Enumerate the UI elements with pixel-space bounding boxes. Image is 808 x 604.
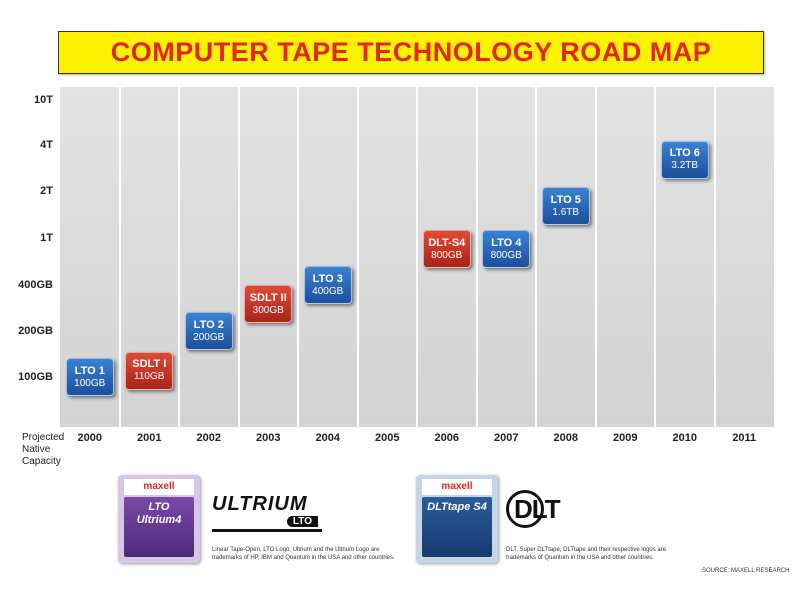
cartridge-label: LTO Ultrium4	[124, 497, 194, 557]
y-tick-label: 2T	[40, 185, 53, 197]
cartridge-model-2: Ultrium4	[136, 514, 182, 526]
grid-line	[475, 87, 478, 427]
lto-trademark-notice: Linear Tape-Open, LTO Logo, Ultrium and …	[212, 547, 395, 561]
y-tick-label: 4T	[40, 139, 53, 151]
x-tick-label: 2007	[494, 432, 519, 444]
x-tick-label: 2004	[315, 432, 340, 444]
grid-line	[654, 87, 656, 427]
data-point-lto: LTO 4 800GB	[482, 230, 531, 269]
data-point-dlt: DLT-S4 800GB	[422, 230, 471, 269]
data-point-capacity: 200GB	[193, 331, 225, 343]
ultrium-lto-logo: ULTRIUM LTO	[212, 493, 322, 532]
x-axis-label: Projected Native Capacity	[22, 432, 65, 467]
y-tick-label: 100GB	[18, 371, 53, 383]
grid-line	[118, 87, 121, 427]
y-tick-label: 10T	[34, 94, 53, 106]
grid-line	[178, 87, 180, 427]
dlt-logo-word: DLT	[514, 494, 561, 524]
y-tick-label: 1T	[40, 232, 53, 244]
data-point-label: LTO 3	[312, 272, 343, 285]
data-point-label: DLT-S4	[428, 236, 466, 249]
data-point-label: LTO 1	[74, 364, 105, 377]
cartridge-model: LTO	[148, 501, 170, 513]
x-tick-label: 2005	[375, 432, 400, 444]
x-tick-label: 2010	[672, 432, 697, 444]
grid-line	[416, 87, 418, 427]
data-point-capacity: 400GB	[312, 285, 344, 297]
cartridge-label: DLTtape S4	[422, 497, 492, 557]
x-tick-label: 2009	[613, 432, 638, 444]
data-point-label: LTO 2	[193, 318, 224, 331]
data-point-capacity: 3.2TB	[671, 160, 699, 172]
x-tick-label: 2003	[256, 432, 281, 444]
y-tick-label: 200GB	[18, 325, 53, 337]
data-point-label: SDLT I	[132, 358, 167, 371]
x-tick-label: 2002	[196, 432, 221, 444]
data-point-capacity: 800GB	[431, 249, 463, 261]
data-point-label: LTO 4	[491, 236, 522, 249]
data-point-capacity: 800GB	[490, 249, 522, 261]
x-tick-label: 2001	[137, 432, 162, 444]
data-point-capacity: 100GB	[74, 377, 106, 389]
data-point-capacity: 110GB	[134, 371, 165, 383]
data-point-capacity: 300GB	[252, 304, 284, 316]
grid-line	[297, 87, 299, 427]
data-point-capacity: 1.6TB	[552, 206, 580, 218]
cartridge-brand: maxell	[422, 479, 492, 495]
x-tick-label: 2008	[553, 432, 578, 444]
grid-line	[594, 87, 597, 427]
cartridge-brand: maxell	[124, 479, 194, 495]
dlt-logo-circle	[506, 490, 544, 528]
data-point-lto: LTO 1 100GB	[65, 358, 114, 396]
dlt-logo: DLT	[506, 490, 580, 532]
data-point-label: LTO 5	[550, 193, 581, 206]
dlt-trademark-notice: DLT, Super DLTtape, DLTtape and their re…	[506, 547, 667, 561]
data-point-dlt: SDLT I 110GB	[125, 351, 174, 390]
grid-line	[535, 87, 537, 427]
data-point-lto: LTO 6 3.2TB	[660, 140, 709, 179]
lto-ultrium4-cartridge-image: maxell LTO Ultrium4	[118, 475, 200, 563]
x-tick-label: 2000	[77, 432, 102, 444]
cartridge-model: DLTtape S4	[427, 501, 487, 513]
chart-title: COMPUTER TAPE TECHNOLOGY ROAD MAP	[110, 37, 712, 67]
lto-logo-word: LTO	[286, 516, 318, 527]
plot-area	[60, 87, 774, 427]
data-point-label: SDLT II	[249, 291, 287, 304]
data-point-lto: LTO 2 200GB	[184, 312, 233, 350]
data-point-dlt: SDLT II 300GB	[244, 285, 293, 324]
title-banner: COMPUTER TAPE TECHNOLOGY ROAD MAP	[58, 31, 764, 74]
grid-line	[713, 87, 716, 427]
x-tick-label: 2006	[434, 432, 459, 444]
grid-line	[356, 87, 359, 427]
y-tick-label: 400GB	[18, 279, 53, 291]
x-tick-label: 2011	[732, 432, 757, 444]
source-note: SOURCE: MAXELL RESEARCH	[702, 568, 790, 574]
grid-line	[237, 87, 240, 427]
data-point-lto: LTO 3 400GB	[303, 266, 352, 304]
data-point-lto: LTO 5 1.6TB	[541, 187, 590, 226]
data-point-label: LTO 6	[669, 147, 700, 160]
ultrium-logo-word: ULTRIUM	[212, 493, 308, 515]
dlttape-s4-cartridge-image: maxell DLTtape S4	[416, 475, 498, 563]
